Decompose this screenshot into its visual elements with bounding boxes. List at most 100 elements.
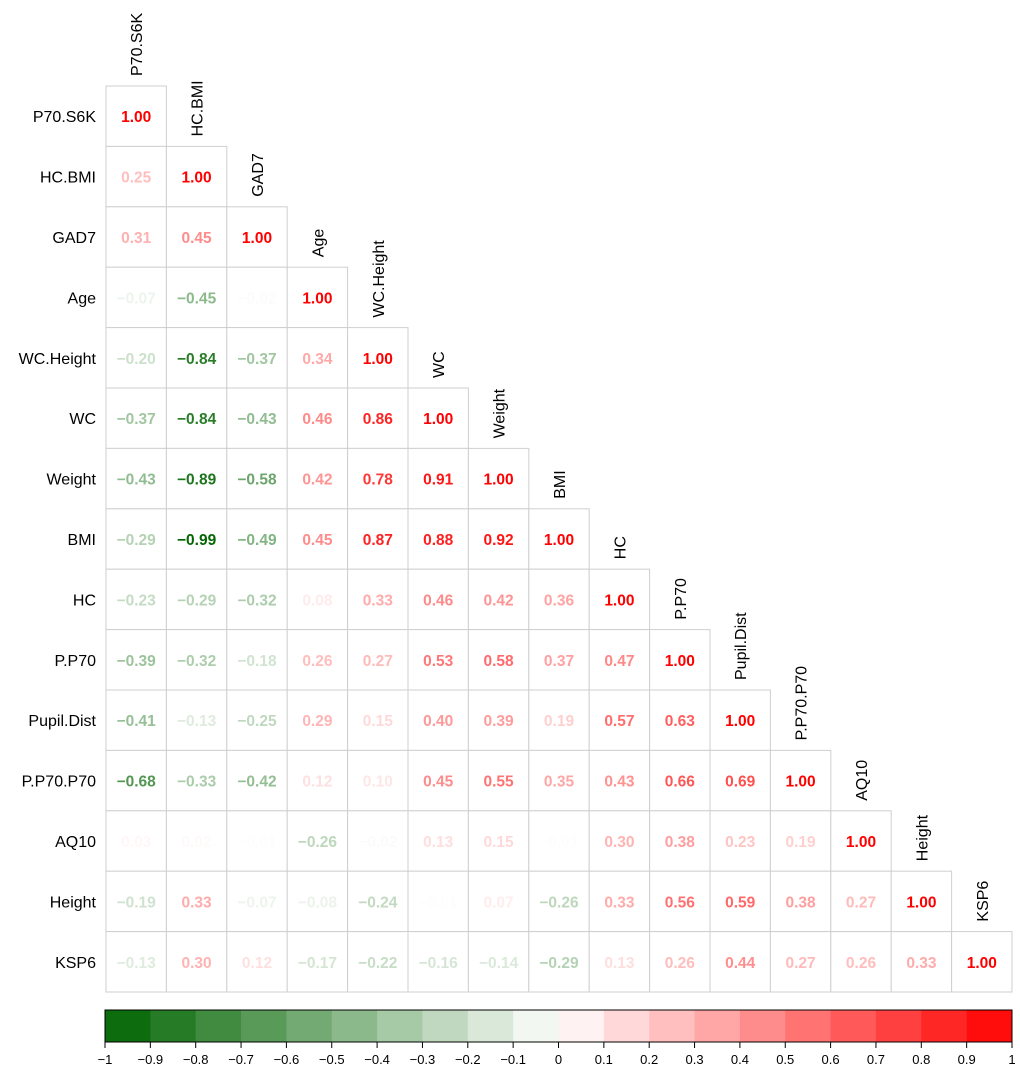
legend-swatch [331, 1010, 378, 1042]
correlation-value: −0.26 [298, 834, 338, 851]
color-legend: −1 −0.9 −0.8 −0.7 −0.6 −0.5 −0.4 −0.3 −0.2 −0.1 0 0… [98, 1009, 1016, 1067]
row-label: P.P70 [54, 653, 96, 670]
matrix-cell [467, 568, 530, 631]
row-label: BMI [68, 532, 96, 549]
matrix-cell [226, 931, 288, 993]
matrix-cell [407, 870, 469, 933]
matrix-cell [286, 810, 349, 872]
matrix-cell [830, 870, 892, 933]
matrix-cells [105, 85, 1013, 993]
correlation-value: 0.47 [604, 653, 634, 670]
correlation-value: 1.00 [302, 290, 332, 307]
matrix-cell [649, 629, 711, 691]
correlation-value: 0.30 [182, 955, 212, 972]
column-label: GAD7 [250, 153, 267, 197]
matrix-cell [347, 810, 409, 872]
row-label: HC.BMI [40, 170, 96, 187]
correlation-value: −0.33 [177, 774, 217, 791]
column-label: HC [612, 536, 629, 559]
matrix-cell [769, 870, 832, 933]
legend-swatch [603, 1010, 650, 1042]
legend-swatch [241, 1010, 287, 1042]
matrix-cell [588, 870, 651, 933]
matrix-cell [649, 810, 711, 872]
legend-tick-label: 0 [555, 1052, 562, 1067]
correlation-value: 0.40 [423, 713, 453, 730]
legend-tick-label: −0.3 [410, 1052, 436, 1067]
legend-swatch [875, 1010, 922, 1042]
matrix-cell [105, 749, 167, 812]
matrix-cell [347, 629, 409, 691]
matrix-cell [528, 749, 590, 812]
matrix-cell [347, 387, 409, 449]
matrix-cell [165, 447, 228, 510]
column-label: P.P70.P70 [794, 666, 811, 741]
matrix-cell [588, 749, 651, 812]
legend-tick-label: 0.4 [731, 1052, 749, 1067]
matrix-cell [286, 266, 349, 329]
correlation-value: 1.00 [242, 230, 272, 247]
correlation-value: 0.23 [725, 834, 756, 851]
legend-swatch [150, 1010, 197, 1042]
matrix-cell [286, 568, 349, 631]
correlation-value: 1.00 [604, 592, 634, 609]
correlation-value: −0.43 [237, 411, 277, 428]
correlation-value: 0.59 [725, 894, 756, 911]
matrix-cell [105, 145, 167, 208]
matrix-cell [769, 749, 832, 812]
matrix-cell [588, 810, 651, 872]
correlation-value: 0.45 [182, 230, 213, 247]
matrix-cell [105, 629, 167, 691]
correlation-value: 0.12 [242, 955, 272, 972]
correlation-value: 0.55 [484, 774, 515, 791]
correlation-value: 0.58 [484, 653, 515, 670]
correlation-value: 1.00 [967, 955, 997, 972]
matrix-cell [649, 931, 711, 993]
matrix-cell [165, 931, 228, 993]
correlation-value: −0.19 [117, 894, 157, 911]
correlation-value: −0.45 [177, 290, 217, 307]
matrix-cell [286, 689, 349, 751]
legend-tick-label: 0.8 [912, 1052, 930, 1067]
matrix-cell [226, 749, 288, 812]
correlation-value: −0.42 [237, 774, 276, 791]
correlation-value: 1.00 [423, 411, 453, 428]
correlation-value: −0.37 [237, 351, 276, 368]
correlation-value: 0.25 [121, 170, 152, 187]
correlation-value: 0.66 [665, 774, 696, 791]
correlation-value: 0.30 [604, 834, 634, 851]
matrix-cell [165, 629, 228, 691]
correlation-value: −0.18 [237, 653, 277, 670]
row-label: HC [73, 592, 96, 609]
column-label: BMI [552, 470, 569, 498]
correlation-value: 0.03 [121, 834, 152, 851]
matrix-cell [709, 689, 771, 751]
matrix-cell [347, 870, 409, 933]
matrix-cell [286, 387, 349, 449]
correlation-value: −0.29 [539, 955, 579, 972]
matrix-cell [407, 447, 469, 510]
matrix-cell [890, 870, 953, 933]
correlation-value: 1.00 [121, 109, 151, 126]
row-label: KSP6 [55, 955, 96, 972]
matrix-cell [467, 749, 530, 812]
correlation-value: −0.43 [117, 472, 157, 489]
row-label: AQ10 [55, 834, 96, 851]
correlation-value: 0.33 [182, 894, 213, 911]
legend-swatch [513, 1010, 559, 1042]
correlation-value: −0.23 [117, 592, 157, 609]
matrix-cell [105, 447, 167, 510]
correlation-value: 0.39 [484, 713, 515, 730]
matrix-cell [467, 870, 530, 933]
correlation-value: −0.16 [419, 955, 459, 972]
legend-swatch [694, 1010, 741, 1042]
correlation-value: 0.46 [423, 592, 454, 609]
correlation-value: 0.45 [302, 532, 333, 549]
matrix-cell [830, 810, 892, 872]
matrix-cell [528, 508, 590, 570]
matrix-cell [165, 327, 228, 389]
matrix-cell [165, 387, 228, 449]
correlation-value: −0.41 [117, 713, 157, 730]
matrix-cell [226, 387, 288, 449]
correlation-value: −0.17 [298, 955, 337, 972]
